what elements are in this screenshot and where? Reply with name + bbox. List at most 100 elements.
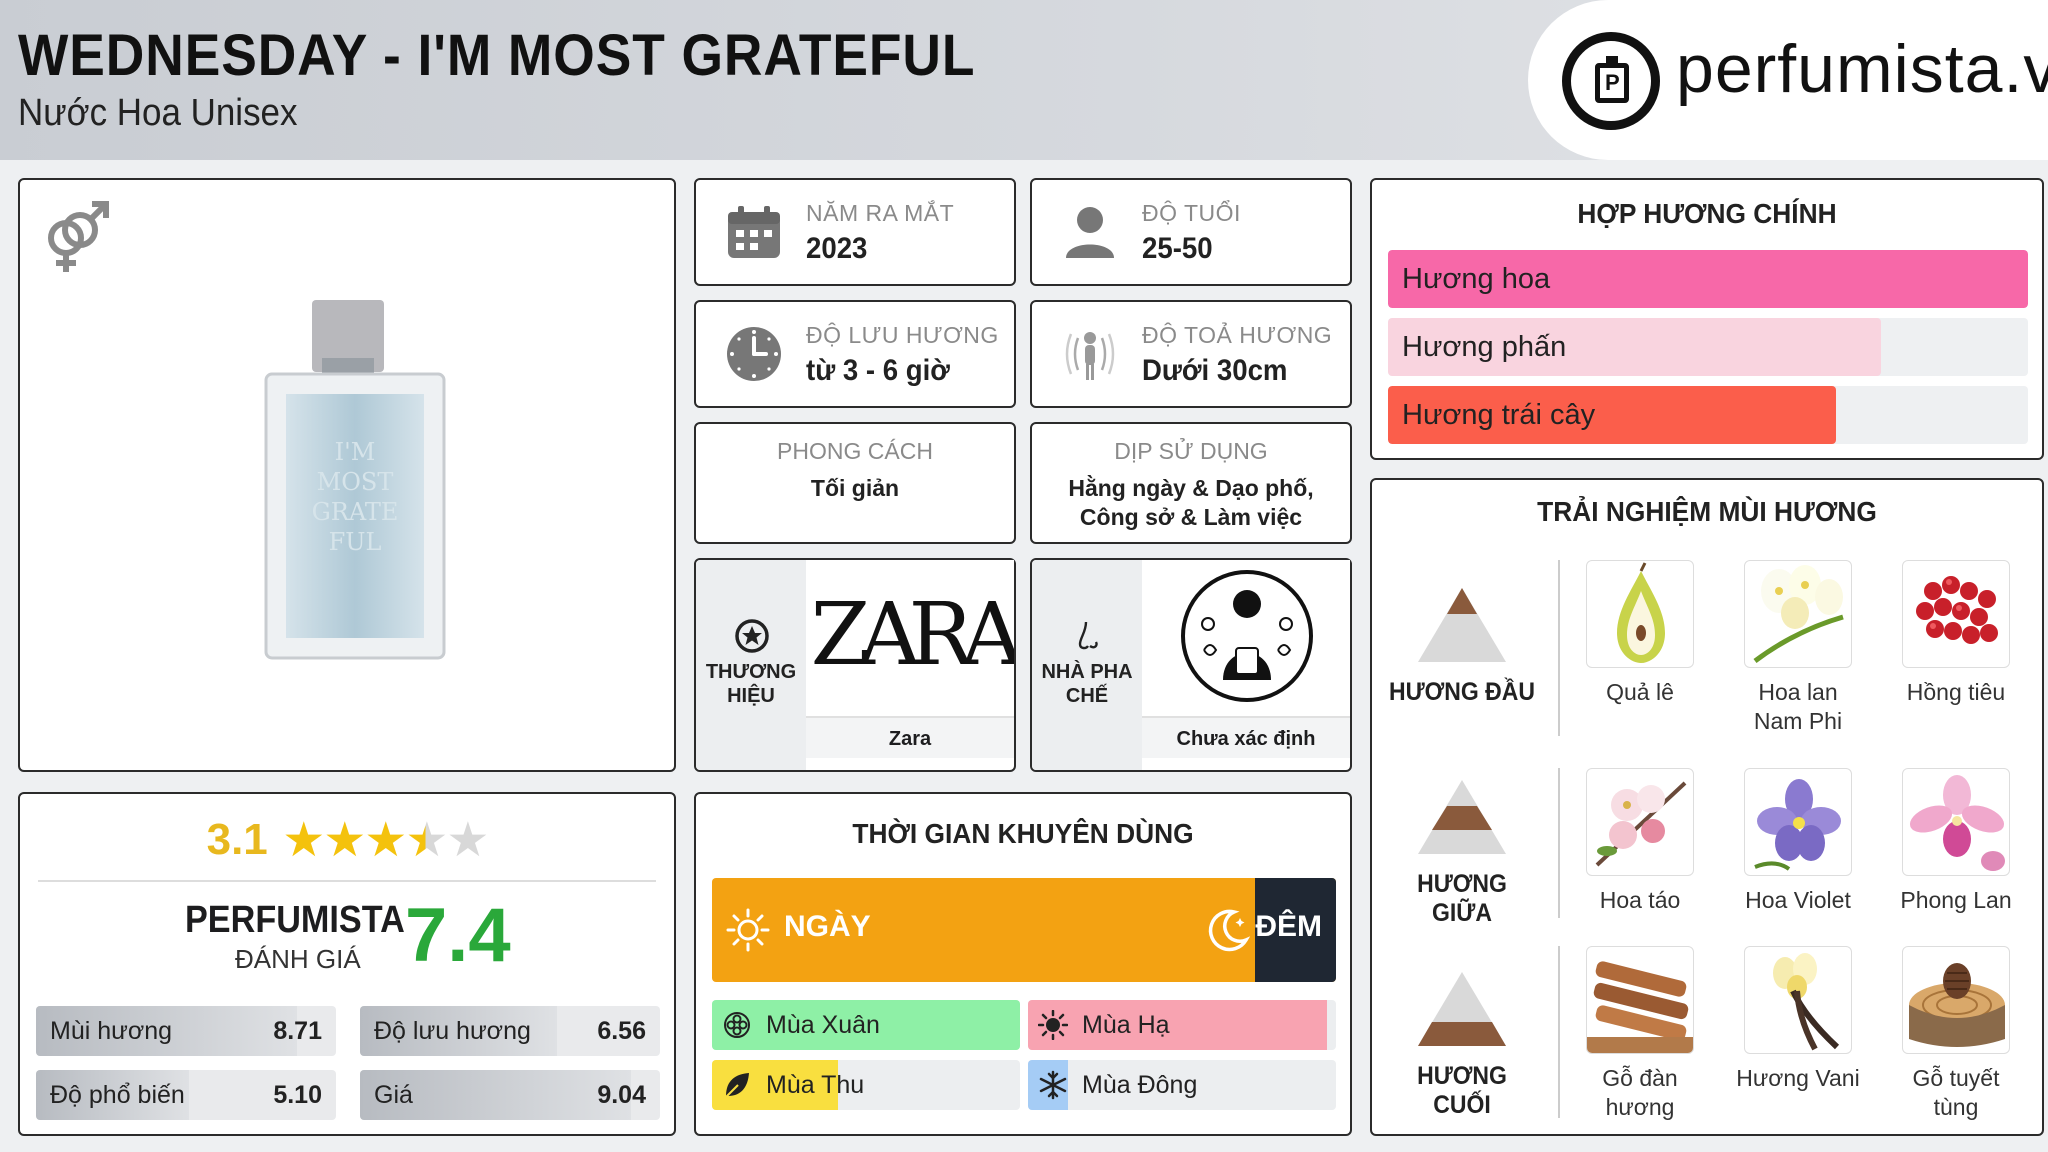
night-segment: ĐÊM [1254,878,1336,982]
snowflake-icon [1039,1070,1067,1100]
cedar-icon [1909,963,2005,1047]
perfumista-score: 7.4 [405,893,511,978]
sandalwood-icon [1587,961,1693,1053]
accord-fruity: Hương trái cây [1388,386,2028,444]
note-apple-blossom[interactable]: Hoa táo [1578,768,1702,915]
age-card: ĐỘ TUỔI 25-50 [1030,178,1352,286]
pear-icon [1617,562,1665,663]
star-empty-icon: ★ [446,814,489,867]
occasion-value: Hằng ngày & Dạo phố, Công sở & Làm việc [1068,475,1314,530]
rating-card: 3.1 ★★★★★ PERFUMISTA ĐÁNH GIÁ 7.4 Mùi hư… [18,792,676,1136]
star-icon: ★ [323,814,366,867]
longevity-card: ĐỘ LƯU HƯƠNG từ 3 - 6 giờ [694,300,1016,408]
pyramid-base-icon [1418,972,1506,1046]
accord-floral: Hương hoa [1388,250,2028,308]
svg-text:MOST: MOST [317,468,394,496]
sun-icon [726,908,770,952]
perfumer-card[interactable]: NHÀ PHA CHẾ Chưa xác định [1030,558,1352,772]
violet-icon [1754,779,1841,871]
release-year-card: NĂM RA MẮT 2023 [694,178,1016,286]
sillage-value: Dưới 30cm [1142,354,1288,387]
star-rating: ★★★★★ [282,812,489,868]
season-spring: Mùa Xuân [712,1000,1020,1050]
recommended-time-card: THỜI GIAN KHUYÊN DÙNG NGÀY ĐÊM [694,792,1352,1136]
note-vanilla[interactable]: Hương Vani [1736,946,1860,1093]
note-pink-pepper[interactable]: Hồng tiêu [1894,560,2018,707]
style-value: Tối giản [810,475,900,501]
brand-logo[interactable]: perfumista.vn [1528,0,2048,160]
brand-card[interactable]: THƯƠNG HIỆU ZARA Zara [694,558,1036,772]
day-night-bar: NGÀY ĐÊM [712,878,1336,982]
metric-popularity: Độ phổ biến 5.10 [36,1070,336,1120]
pyramid-middle-icon [1418,780,1506,854]
day-label: NGÀY [784,910,871,943]
perfume-bottle-logo-icon [1562,32,1660,130]
person-icon [1066,207,1114,258]
season-winter: Mùa Đông [1028,1060,1336,1110]
accord-powdery: Hương phấn [1388,318,2028,376]
calendar-icon [728,206,780,258]
orchid-icon [1909,775,2005,871]
note-pear[interactable]: Quả lê [1578,560,1702,707]
star-icon: ★ [364,814,407,867]
freesia-icon [1753,565,1844,664]
flower-icon [724,1012,750,1038]
nose-icon [1078,621,1098,650]
sillage-icon [1065,332,1115,380]
svg-text:I'M: I'M [335,438,376,466]
perfumista-label: PERFUMISTA [185,899,405,941]
main-accords-card: HỢP HƯƠNG CHÍNH Hương hoa Hương phấn Hươ… [1370,178,2044,460]
night-label: ĐÊM [1255,910,1322,943]
note-sandalwood[interactable]: Gỗ đàn hương [1578,946,1702,1122]
note-cedar[interactable]: Gỗ tuyết tùng [1894,946,2018,1122]
perfumista-sub-label: ĐÁNH GIÁ [235,944,361,974]
note-freesia[interactable]: Hoa lan Nam Phi [1736,560,1860,736]
perfumer-image [1144,560,1350,712]
perfumer-name: Chưa xác định [1142,716,1350,758]
svg-text:ZARA: ZARA [811,585,1014,685]
divider [1558,560,1560,736]
occasion-card: DỊP SỬ DỤNG Hằng ngày & Dạo phố, Công sở… [1030,422,1352,544]
note-violet[interactable]: Hoa Violet [1736,768,1860,915]
divider [1558,768,1560,918]
male-female-icon [48,201,109,272]
age-value: 25-50 [1142,232,1213,265]
apple-blossom-icon [1595,781,1687,867]
pyramid-top-icon [1418,588,1506,662]
perfume-bottle-image: I'M MOST GRATE FUL [264,300,446,660]
star-half-icon: ★ [405,814,448,867]
season-summer: Mùa Hạ [1028,1000,1336,1050]
leaf-icon [725,1073,749,1098]
page-title: WEDNESDAY - I'M MOST GRATEFUL [18,23,976,88]
recommended-time-title: THỜI GIAN KHUYÊN DÙNG [852,818,1194,849]
note-orchid[interactable]: Phong Lan [1894,768,2018,915]
longevity-value: từ 3 - 6 giờ [806,354,950,387]
metric-longevity: Độ lưu hương 6.56 [360,1006,660,1056]
metric-scent: Mùi hương 8.71 [36,1006,336,1056]
tier-label-top: HƯƠNG ĐẦU [1388,678,1536,706]
sun-icon [1038,1010,1068,1040]
scent-pyramid-title: TRẢI NGHIỆM MÙI HƯƠNG [1537,496,1877,527]
svg-text:GRATE: GRATE [312,498,399,526]
scent-pyramid-card: TRẢI NGHIỆM MÙI HƯƠNG HƯƠNG ĐẦU Quả lê H… [1370,478,2044,1136]
release-year-value: 2023 [806,232,868,265]
user-rating-value: 3.1 [206,815,268,864]
logo-text: perfumista.vn [1676,31,2048,107]
sillage-card: ĐỘ TOẢ HƯƠNG Dưới 30cm [1030,300,1352,408]
divider [38,880,656,882]
page-subtitle: Nước Hoa Unisex [18,92,298,134]
divider [1558,946,1560,1118]
star-badge-icon [735,619,769,653]
season-autumn: Mùa Thu [712,1060,1020,1110]
tier-label-middle: HƯƠNG GIỮA [1417,870,1507,927]
pink-pepper-icon [1916,576,1998,644]
moon-icon [1208,909,1251,952]
metric-price: Giá 9.04 [360,1070,660,1120]
tier-label-base: HƯƠNG CUỐI [1417,1062,1507,1119]
clock-icon [727,327,781,381]
brand-logo-image: ZARA [808,560,1036,712]
style-card: PHONG CÁCH Tối giản [694,422,1016,544]
brand-name: Zara [806,716,1014,758]
main-accords-title: HỢP HƯƠNG CHÍNH [1577,198,1837,229]
svg-text:FUL: FUL [329,528,382,556]
